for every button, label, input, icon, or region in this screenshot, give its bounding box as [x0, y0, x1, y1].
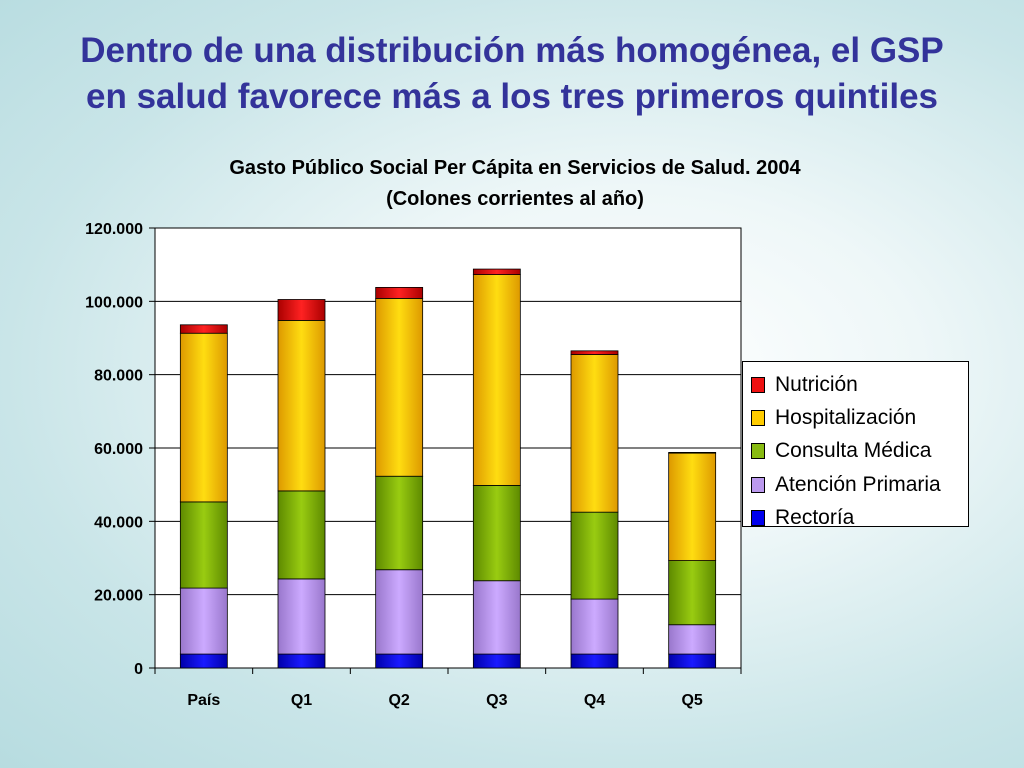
y-tick-label: 120.000 [85, 221, 143, 238]
legend-label: Atención Primaria [775, 472, 941, 496]
bar-segment-hospitalizaci-n [472, 274, 521, 486]
bar-segment-consulta-m-dica [668, 560, 717, 626]
y-tick-label: 0 [134, 661, 143, 678]
bar-segment-rector-a [472, 653, 521, 669]
bar-segment-atenci-n-primaria [472, 580, 521, 655]
bar-segment-atenci-n-primaria [277, 578, 326, 655]
bar-segment-hospitalizaci-n [570, 354, 619, 513]
legend-swatch [751, 476, 765, 493]
legend-swatch [751, 376, 765, 393]
bar-segment-atenci-n-primaria [570, 598, 619, 655]
bar-segment-atenci-n-primaria [375, 569, 424, 655]
legend-swatch [751, 443, 765, 460]
bar-segment-nutrici-n [375, 286, 424, 299]
y-tick-label: 60.000 [94, 441, 143, 458]
bar-segment-rector-a [668, 653, 717, 669]
y-tick-label: 40.000 [94, 514, 143, 531]
bar-segment-atenci-n-primaria [179, 587, 228, 655]
legend-swatch [751, 410, 765, 427]
bar-segment-rector-a [375, 653, 424, 669]
legend-item: Atención Primaria [751, 468, 968, 501]
legend-swatch [751, 510, 765, 527]
bar-segment-nutrici-n [668, 451, 717, 454]
bar-segment-consulta-m-dica [277, 490, 326, 580]
legend-label: Consulta Médica [775, 439, 932, 463]
x-tick-label: Q5 [681, 692, 702, 709]
x-tick-label: Q3 [486, 692, 507, 709]
chart-title: Gasto Público Social Per Cápita en Servi… [229, 157, 801, 179]
legend-label: Hospitalización [775, 406, 917, 430]
bar-segment-nutrici-n [277, 299, 326, 321]
x-tick-label: Q1 [291, 692, 312, 709]
x-tick-label: Q4 [584, 692, 605, 709]
legend-label: Nutrición [775, 372, 858, 396]
x-tick-label: País [187, 692, 220, 709]
slide-title-line-2: en salud favorece más a los tres primero… [86, 77, 938, 116]
bar-segment-consulta-m-dica [375, 475, 424, 571]
legend-item: Rectoría [751, 502, 968, 535]
bar-segment-nutrici-n [570, 350, 619, 355]
bar-segment-nutrici-n [179, 324, 228, 334]
legend-item: Nutrición [751, 368, 968, 401]
x-tick-label: Q2 [388, 692, 409, 709]
bar-segment-nutrici-n [472, 268, 521, 275]
bar-segment-consulta-m-dica [472, 484, 521, 582]
bar-segment-rector-a [179, 653, 228, 669]
bar-segment-hospitalizaci-n [277, 319, 326, 492]
y-tick-label: 80.000 [94, 368, 143, 385]
slide-title: Dentro de una distribución más homogénea… [0, 28, 1024, 120]
bar-segment-hospitalizaci-n [375, 297, 424, 477]
chart-subtitle: (Colones corrientes al año) [386, 188, 644, 210]
y-tick-label: 100.000 [85, 294, 143, 311]
bar-segment-atenci-n-primaria [668, 624, 717, 655]
legend-item: Consulta Médica [751, 435, 968, 468]
bar-segment-consulta-m-dica [179, 501, 228, 589]
bar-segment-rector-a [277, 653, 326, 669]
legend-label: Rectoría [775, 506, 855, 530]
chart-title-block: Gasto Público Social Per Cápita en Servi… [130, 153, 900, 215]
legend: Nutrición Hospitalización Consulta Médica A… [742, 361, 969, 529]
bar-segment-rector-a [570, 653, 619, 669]
slide-title-line-1: Dentro de una distribución más homogénea… [80, 31, 944, 70]
bar-segment-hospitalizaci-n [179, 332, 228, 503]
y-tick-label: 20.000 [94, 588, 143, 605]
bar-segment-consulta-m-dica [570, 511, 619, 600]
bar-segment-hospitalizaci-n [668, 452, 717, 561]
legend-item: Hospitalización [751, 401, 968, 434]
